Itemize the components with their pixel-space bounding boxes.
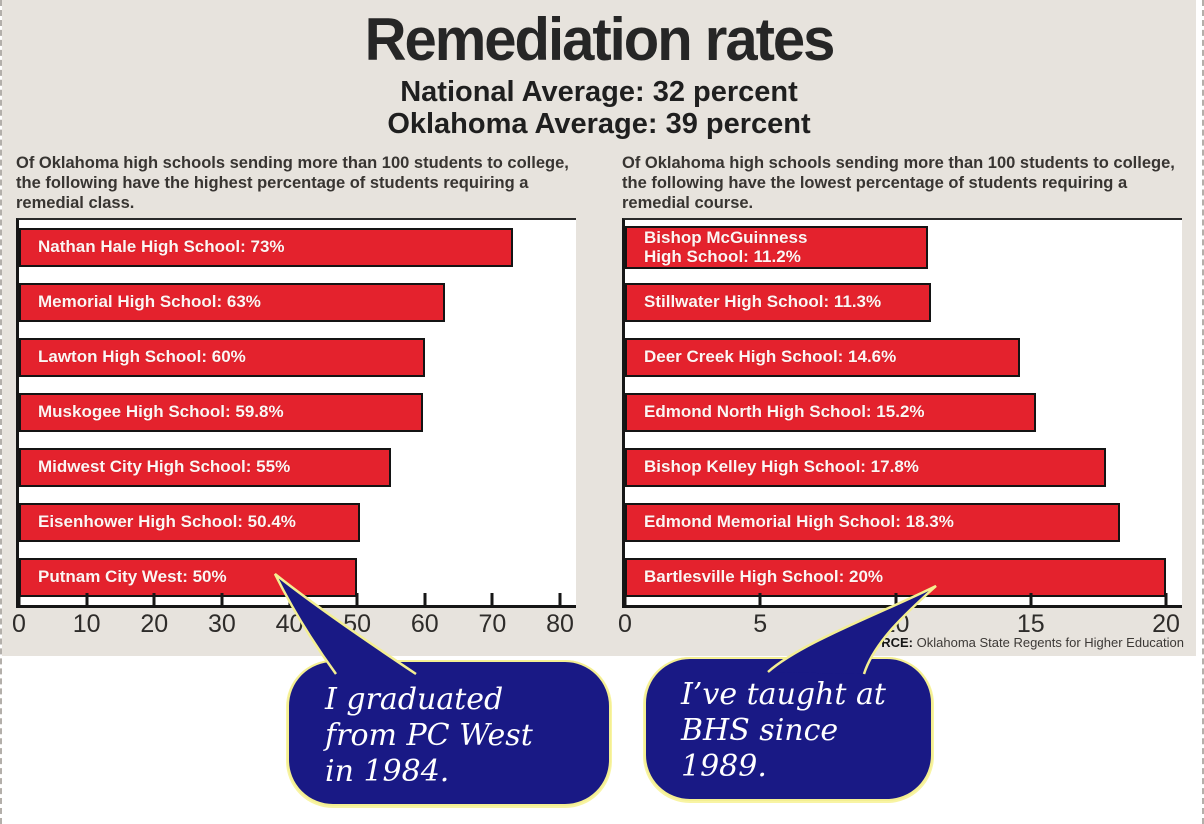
axis-tick-label: 5 — [753, 609, 768, 638]
bar-muskogee-high-school: Muskogee High School: 59.8% — [19, 392, 424, 432]
axis-tick-label: 15 — [1016, 609, 1045, 638]
bar-row: Deer Creek High School: 14.6% — [625, 330, 1166, 385]
bar-putnam-city-west: Putnam City West: 50% — [19, 557, 358, 597]
axis-tick-label: 40 — [275, 609, 304, 638]
axis-tick-label: 70 — [478, 609, 507, 638]
bar-label: Bartlesville High School: 20% — [644, 567, 884, 587]
bar-bishop-mcguinness-high-school: Bishop McGuinness High School: 11.2% — [625, 225, 928, 269]
subtitle-oklahoma-average: Oklahoma Average: 39 percent — [387, 107, 811, 140]
bar-row: Memorial High School: 63% — [19, 275, 560, 330]
chart-title: Remediation rates — [364, 5, 836, 74]
plot-bars: Nathan Hale High School: 73% Memorial Hig… — [19, 220, 560, 605]
axis-tick-label: 0 — [618, 609, 632, 638]
plot-area: Bishop McGuinness High School: 11.2% Stil… — [622, 217, 1182, 608]
axis-tick-label: 60 — [410, 609, 439, 638]
bar-label: Bishop McGuinness High School: 11.2% — [644, 227, 808, 267]
bar-row: Muskogee High School: 59.8% — [19, 385, 560, 440]
bar-row: Lawton High School: 60% — [19, 330, 560, 385]
axis-tick-label: 20 — [1152, 609, 1180, 638]
bar-label: Stillwater High School: 11.3% — [644, 292, 882, 312]
source-text: Oklahoma State Regents for Higher Educat… — [913, 635, 1184, 650]
infographic-panel: Remediation rates National Average: 32 p… — [2, 0, 1196, 656]
bar-edmond-memorial-high-school: Edmond Memorial High School: 18.3% — [625, 502, 1120, 542]
bar-label: Midwest City High School: 55% — [38, 457, 291, 477]
chart-description: Of Oklahoma high schools sending more th… — [16, 153, 569, 212]
axis-tick-label: 50 — [343, 609, 372, 638]
bar-bishop-kelley-high-school: Bishop Kelley High School: 17.8% — [625, 447, 1107, 487]
bar-bartlesville-high-school: Bartlesville High School: 20% — [625, 557, 1166, 597]
bar-label: Memorial High School: 63% — [38, 292, 261, 312]
source-credit: SOURCE: Oklahoma State Regents for Highe… — [853, 635, 1184, 650]
bar-label: Eisenhower High School: 50.4% — [38, 512, 296, 532]
bar-row: Eisenhower High School: 50.4% — [19, 495, 560, 550]
bar-row: Bishop Kelley High School: 17.8% — [625, 440, 1166, 495]
bar-row: Putnam City West: 50% — [19, 550, 560, 605]
bar-label: Muskogee High School: 59.8% — [38, 402, 284, 422]
subtitle-national-average: National Average: 32 percent — [400, 75, 798, 108]
axis-tick-label: 20 — [140, 609, 169, 638]
axis-tick-label: 80 — [546, 609, 574, 638]
bar-label: Putnam City West: 50% — [38, 567, 227, 587]
charts-row: Of Oklahoma high schools sending more th… — [2, 153, 1196, 644]
bar-row: Nathan Hale High School: 73% — [19, 220, 560, 275]
bar-nathan-hale-high-school: Nathan Hale High School: 73% — [19, 227, 513, 267]
axis-tick-label: 10 — [72, 609, 101, 638]
plot-area: Nathan Hale High School: 73% Memorial Hig… — [16, 217, 576, 608]
chart-lowest: Of Oklahoma high schools sending more th… — [618, 153, 1182, 644]
axis-tick-label: 0 — [12, 609, 26, 638]
bar-memorial-high-school: Memorial High School: 63% — [19, 282, 446, 322]
chart-highest: Of Oklahoma high schools sending more th… — [12, 153, 576, 644]
bar-row: Bishop McGuinness High School: 11.2% — [625, 220, 1166, 275]
bar-edmond-north-high-school: Edmond North High School: 15.2% — [625, 392, 1037, 432]
bar-label: Edmond Memorial High School: 18.3% — [644, 512, 954, 532]
x-axis-labels: 0 10 20 30 40 50 60 70 80 — [12, 608, 574, 644]
bar-stillwater-high-school: Stillwater High School: 11.3% — [625, 282, 931, 322]
bar-row: Midwest City High School: 55% — [19, 440, 560, 495]
bar-label: Edmond North High School: 15.2% — [644, 402, 925, 422]
bar-row: Stillwater High School: 11.3% — [625, 275, 1166, 330]
bar-row: Bartlesville High School: 20% — [625, 550, 1166, 605]
source-label: SOURCE: — [853, 635, 914, 650]
plot-bars: Bishop McGuinness High School: 11.2% Stil… — [625, 220, 1166, 605]
bar-label: Nathan Hale High School: 73% — [38, 237, 285, 257]
bar-row: Edmond North High School: 15.2% — [625, 385, 1166, 440]
bar-label: Deer Creek High School: 14.6% — [644, 347, 897, 367]
bar-eisenhower-high-school: Eisenhower High School: 50.4% — [19, 502, 360, 542]
speech-bubble-bhs: I’ve taught at BHS since 1989. — [644, 657, 933, 801]
bar-label: Bishop Kelley High School: 17.8% — [644, 457, 919, 477]
speech-bubble-pc-west: I graduated from PC West in 1984. — [287, 660, 611, 806]
axis-tick-label: 30 — [207, 609, 236, 638]
bar-row: Edmond Memorial High School: 18.3% — [625, 495, 1166, 550]
bar-lawton-high-school: Lawton High School: 60% — [19, 337, 425, 377]
bar-midwest-city-high-school: Midwest City High School: 55% — [19, 447, 391, 487]
bar-label: Lawton High School: 60% — [38, 347, 246, 367]
chart-description: Of Oklahoma high schools sending more th… — [622, 153, 1175, 212]
bar-deer-creek-high-school: Deer Creek High School: 14.6% — [625, 337, 1020, 377]
